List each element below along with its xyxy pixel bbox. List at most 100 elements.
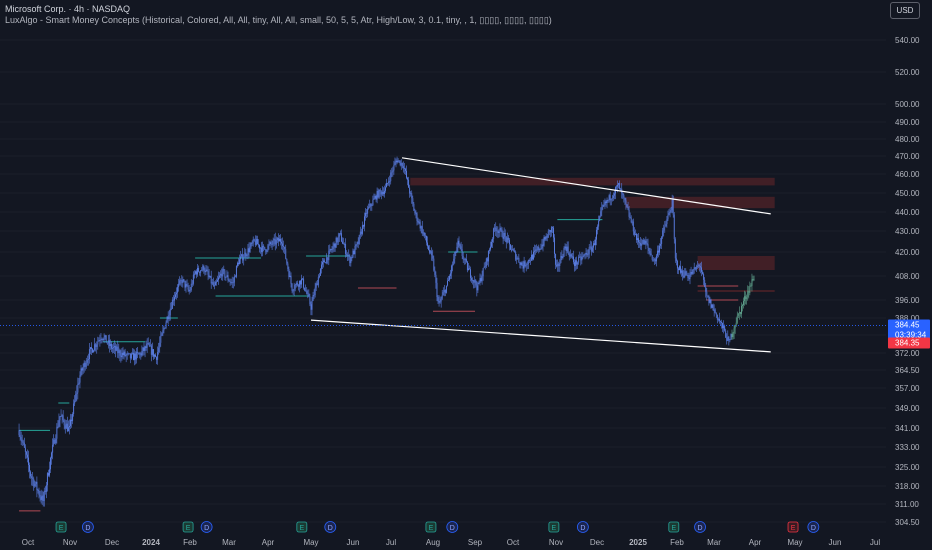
earnings-marker[interactable]: E [668, 521, 680, 533]
candle-body [398, 160, 400, 162]
candle-body [574, 262, 575, 266]
candle-body [117, 346, 119, 354]
dividend-marker[interactable]: D [200, 521, 213, 533]
candle-body [75, 393, 77, 401]
candle-body [51, 452, 53, 458]
candle-body [731, 333, 733, 338]
candle-body [626, 204, 628, 208]
price-axis[interactable]: 304.50 311.00 318.00 325.00 333.00 341.00 349.… [886, 0, 932, 550]
candle-body [85, 362, 87, 367]
candle-body [603, 204, 605, 206]
candle-body [477, 282, 479, 291]
currency-button[interactable]: USD [890, 2, 920, 19]
candle-body [84, 362, 86, 367]
candle-body [387, 183, 389, 184]
candle-body [35, 481, 37, 484]
dividend-marker[interactable]: D [807, 521, 820, 533]
earnings-marker[interactable]: E [182, 521, 194, 533]
candle-body [590, 246, 592, 252]
trendlines-layer[interactable] [310, 157, 771, 353]
price-tick-label: 420.00 [895, 248, 920, 257]
candle-body [448, 279, 449, 281]
earnings-marker[interactable]: E [425, 521, 437, 533]
candle-body [683, 275, 685, 278]
dividend-marker[interactable]: D [576, 521, 589, 533]
candle-body [713, 309, 715, 311]
candle-body [189, 290, 191, 292]
candle-body [88, 349, 90, 360]
candle-body [304, 287, 306, 291]
candle-body [506, 237, 508, 243]
earnings-marker[interactable]: E [548, 521, 560, 533]
candle-body [613, 193, 615, 196]
symbol-title[interactable]: Microsoft Corp. · 4h · NASDAQ [5, 4, 131, 14]
indicator-legend[interactable]: LuxAlgo - Smart Money Concepts (Historic… [5, 15, 552, 25]
candle-body [653, 259, 655, 261]
dividend-marker[interactable]: D [694, 521, 706, 533]
candle-body [163, 327, 165, 331]
candle-body [480, 278, 482, 282]
candle-body [81, 368, 83, 371]
candle-body [495, 227, 497, 232]
candle-body [517, 257, 519, 259]
candle-body [511, 249, 512, 251]
candle-body [514, 250, 516, 252]
candle-body [233, 276, 235, 283]
candle-body [38, 490, 40, 496]
candle-body [408, 179, 410, 188]
candle-body [333, 243, 335, 247]
candle-body [37, 490, 39, 491]
candle-body [265, 249, 267, 252]
candle-body [429, 249, 431, 253]
dividend-marker[interactable]: D [82, 521, 94, 533]
candle-body [203, 265, 205, 272]
candle-body [406, 170, 407, 178]
candle-body [386, 183, 387, 188]
candle-body [499, 228, 501, 232]
candle-body [527, 260, 529, 264]
earnings-marker[interactable]: E [296, 521, 308, 533]
candle-body [303, 278, 305, 288]
candle-body [742, 305, 743, 306]
candle-body [222, 269, 224, 277]
candle-body [616, 186, 617, 188]
candle-body [627, 207, 629, 210]
candle-body [24, 447, 26, 452]
candle-body [65, 423, 67, 429]
event-letter: D [811, 525, 816, 532]
candle-body [218, 277, 219, 280]
time-axis[interactable]: Oct Nov Dec 2024 Feb Mar Apr May Jun Jul Aug Sep Oct… [22, 538, 881, 547]
candle-body [68, 425, 70, 428]
candle-body [443, 290, 445, 293]
candle-body [659, 245, 660, 253]
candle-body [368, 207, 370, 209]
candle-body [371, 205, 373, 207]
candle-body [464, 259, 466, 260]
candle-body [481, 276, 483, 282]
candle-body [73, 403, 75, 415]
candle-body [700, 266, 701, 268]
candle-body [349, 255, 351, 264]
candle-body [114, 346, 116, 348]
candle-body [157, 352, 159, 360]
candle-body [533, 251, 534, 260]
candle-body [346, 253, 348, 255]
price-tick-label: 520.00 [895, 68, 920, 77]
candle-body [183, 279, 185, 281]
candle-body [335, 237, 337, 248]
time-tick-label: Jul [870, 538, 880, 547]
candle-body [235, 265, 237, 277]
dividend-marker[interactable]: D [446, 521, 459, 533]
earnings-marker[interactable]: E [787, 521, 799, 533]
candle-body [30, 471, 32, 477]
candle-body [661, 237, 663, 244]
candle-body [314, 287, 316, 296]
price-tick-label: 470.00 [895, 152, 920, 161]
candle-body [366, 212, 368, 214]
candle-body [340, 233, 342, 242]
candle-body [677, 268, 679, 271]
dividend-marker[interactable]: D [324, 521, 337, 533]
earnings-marker[interactable]: E [55, 521, 67, 533]
